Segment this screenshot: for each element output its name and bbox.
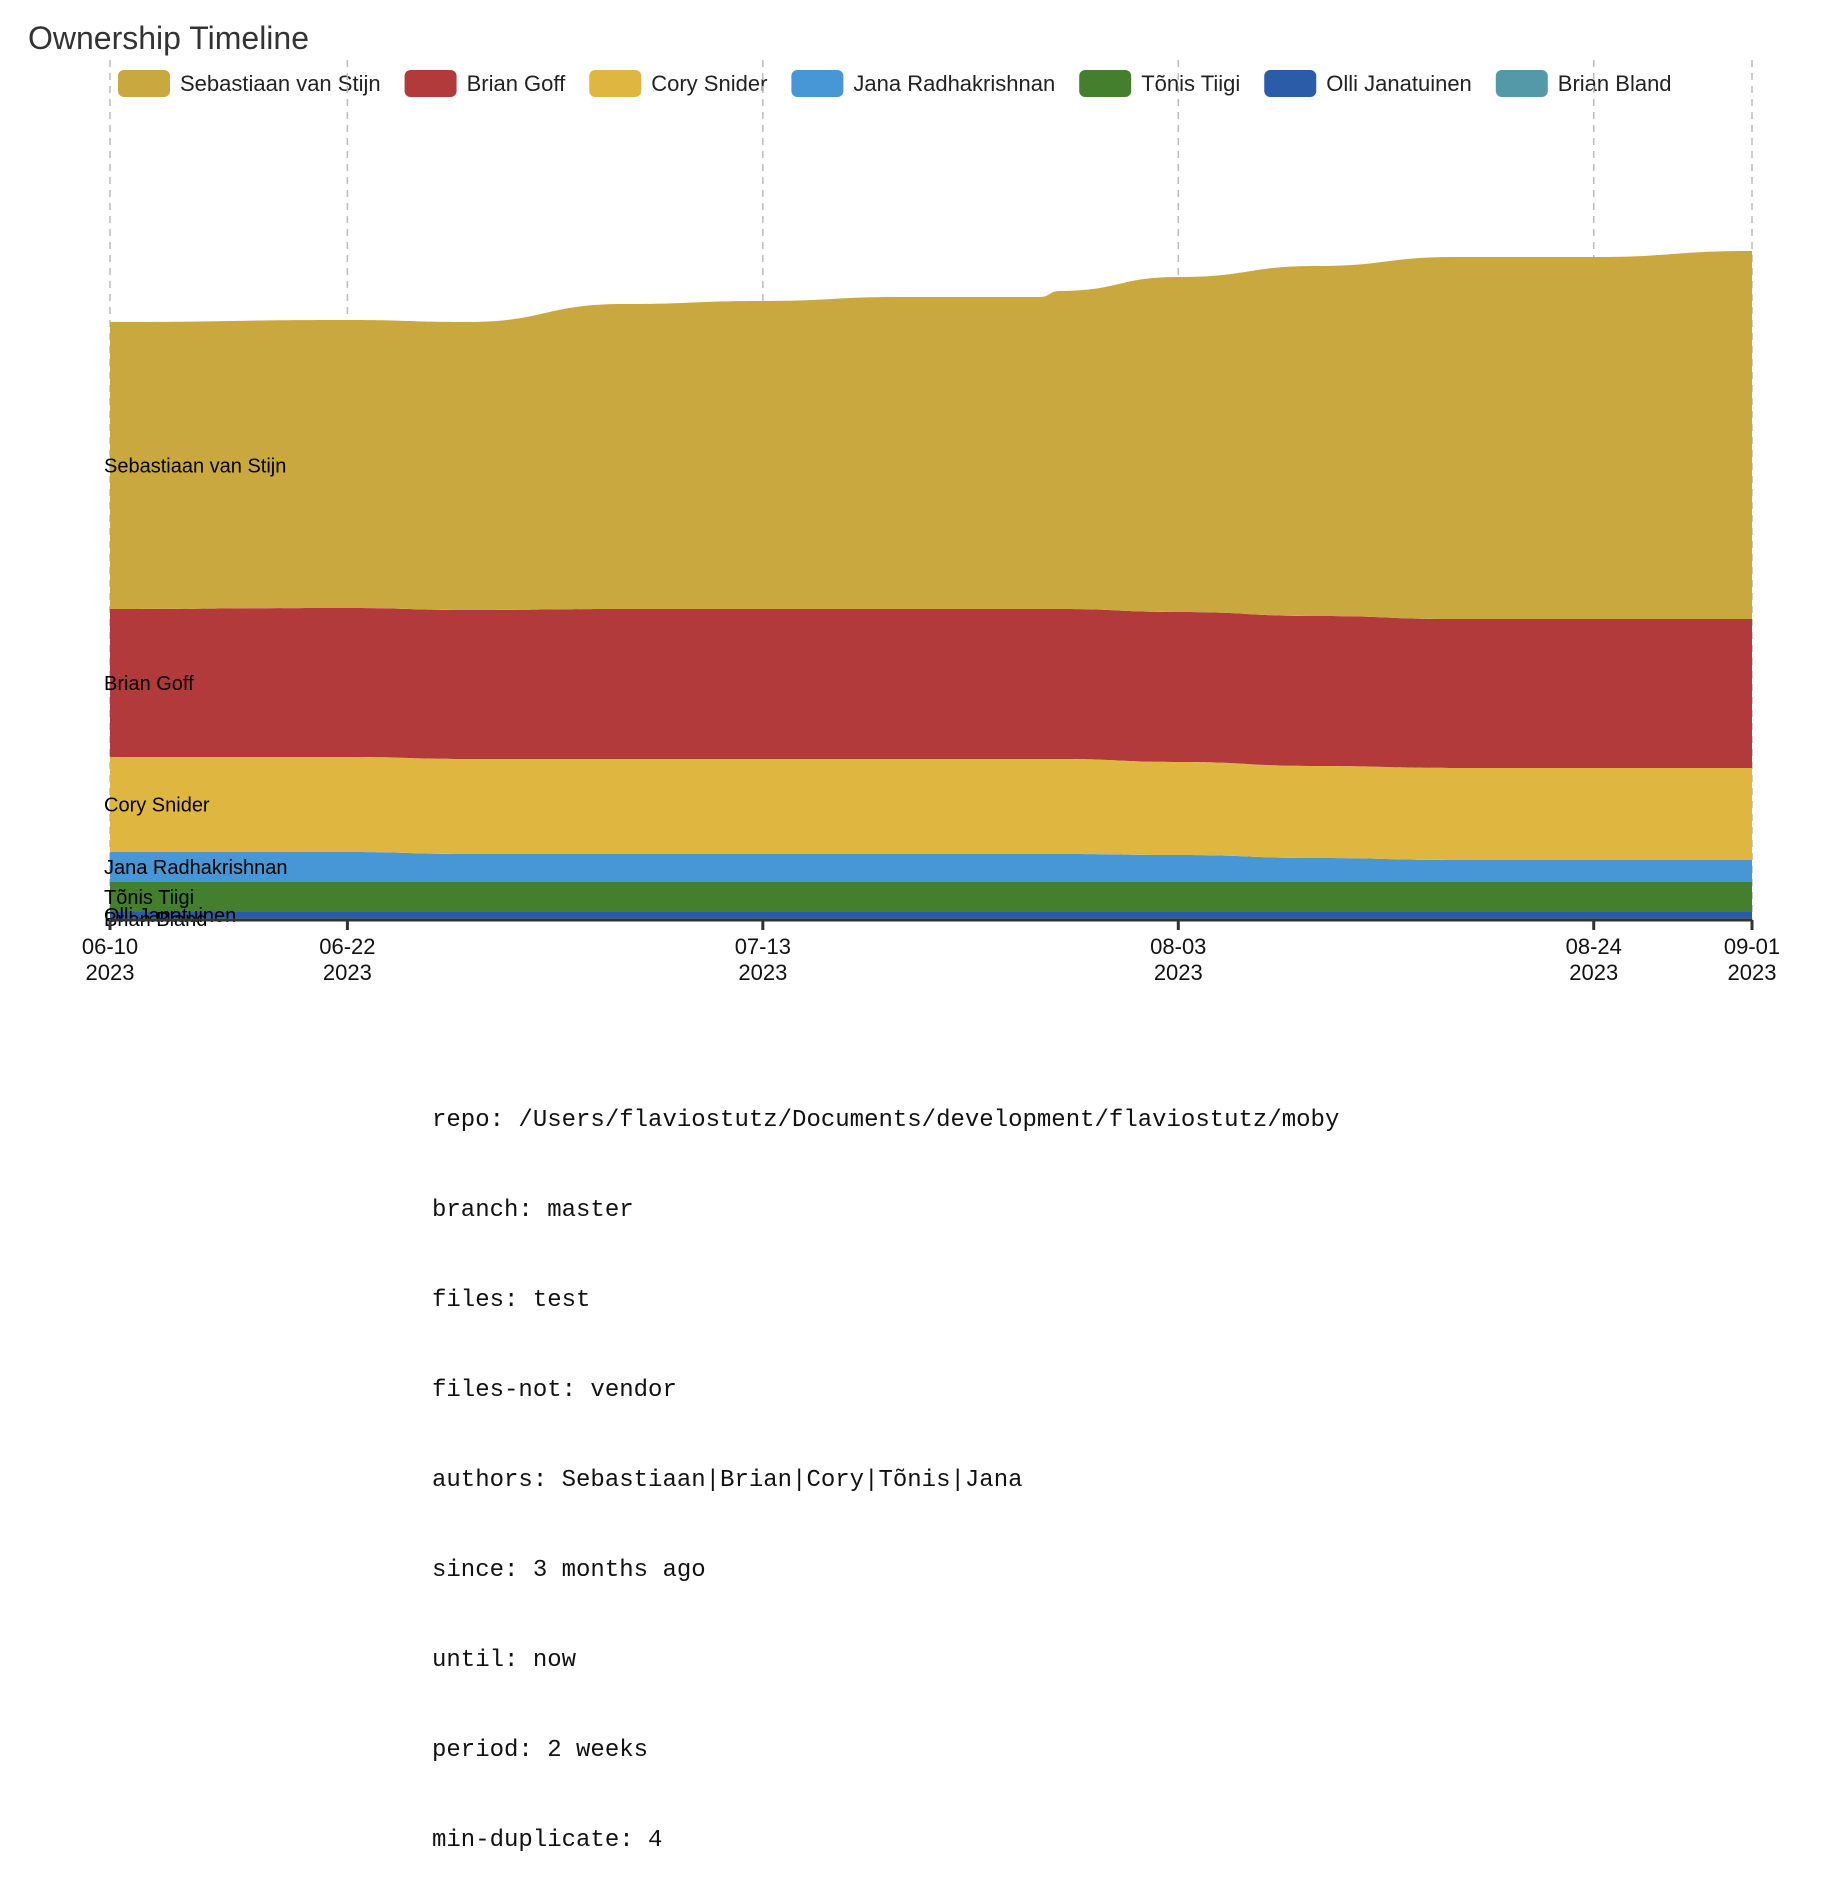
area-olli-janatuinen[interactable] <box>110 912 1752 918</box>
info-repo: repo: /Users/flaviostutz/Documents/devel… <box>432 1107 1340 1134</box>
legend-item-jana-radhakrishnan[interactable]: Jana Radhakrishnan <box>791 70 1055 97</box>
legend-item-cory-snider[interactable]: Cory Snider <box>589 70 767 97</box>
info-files: files: test <box>432 1287 591 1314</box>
info-period: period: 2 weeks <box>432 1737 649 1764</box>
x-tick-label-year: 2023 <box>1728 960 1777 985</box>
legend-item-brian-bland[interactable]: Brian Bland <box>1495 70 1672 97</box>
x-tick-label-date: 07-13 <box>735 934 791 959</box>
chart-title: Ownership Timeline <box>28 20 309 56</box>
legend-swatch <box>404 70 457 97</box>
legend-label: Olli Janatuinen <box>1326 71 1472 96</box>
area-label-cory-snider: Cory Snider <box>104 795 210 817</box>
area-sebastiaan-van-stijn[interactable] <box>110 251 1752 619</box>
x-tick-label-date: 09-01 <box>1724 934 1780 959</box>
area-tonis-tiigi[interactable] <box>110 882 1752 912</box>
legend-item-olli-janatuinen[interactable]: Olli Janatuinen <box>1264 70 1472 97</box>
x-tick-label-date: 08-03 <box>1150 934 1206 959</box>
x-tick-label-date: 06-10 <box>82 934 138 959</box>
area-brian-goff[interactable] <box>110 608 1752 768</box>
area-label-sebastiaan-van-stijn: Sebastiaan van Stijn <box>104 456 286 478</box>
x-tick-label-year: 2023 <box>86 960 135 985</box>
info-files-not: files-not: vendor <box>432 1377 677 1404</box>
area-label-brian-goff: Brian Goff <box>104 673 194 695</box>
chart-areas <box>110 251 1752 920</box>
legend-swatch <box>791 70 844 97</box>
legend-item-tonis-tiigi[interactable]: Tõnis Tiigi <box>1079 70 1240 97</box>
legend-label: Cory Snider <box>651 71 767 96</box>
x-tick-label-date: 08-24 <box>1566 934 1622 959</box>
legend-swatch <box>118 70 170 97</box>
area-cory-snider[interactable] <box>110 757 1752 860</box>
legend-swatch <box>1079 70 1132 97</box>
chart-legend: Sebastiaan van Stijn Brian Goff Cory Snide… <box>118 70 1672 97</box>
legend-label: Brian Goff <box>467 71 567 96</box>
x-tick-label-date: 06-22 <box>319 934 375 959</box>
legend-label: Sebastiaan van Stijn <box>180 71 381 96</box>
legend-swatch <box>589 70 642 97</box>
legend-swatch <box>1264 70 1317 97</box>
info-min-duplicate: min-duplicate: 4 <box>432 1827 663 1854</box>
area-label-jana-radhakrishnan: Jana Radhakrishnan <box>104 857 287 879</box>
legend-label: Tõnis Tiigi <box>1141 71 1240 96</box>
x-tick-label-year: 2023 <box>1154 960 1203 985</box>
legend-swatch <box>1495 70 1548 97</box>
legend-item-sebastiaan-van-stijn[interactable]: Sebastiaan van Stijn <box>118 70 381 97</box>
legend-item-brian-goff[interactable]: Brian Goff <box>404 70 567 97</box>
x-tick-label-year: 2023 <box>738 960 787 985</box>
info-since: since: 3 months ago <box>432 1557 706 1584</box>
info-until: until: now <box>432 1647 577 1674</box>
area-jana-radhakrishnan[interactable] <box>110 852 1752 882</box>
ownership-timeline-chart: Ownership Timeline Sebastiaan van Stijn B… <box>28 20 1780 985</box>
area-label-tonis-tiigi: Tõnis Tiigi <box>104 887 194 909</box>
legend-label: Brian Bland <box>1558 71 1672 96</box>
legend-label: Jana Radhakrishnan <box>853 71 1055 96</box>
info-authors: authors: Sebastiaan|Brian|Cory|Tõnis|Jan… <box>432 1467 1023 1494</box>
x-tick-label-year: 2023 <box>1569 960 1618 985</box>
info-block: repo: /Users/flaviostutz/Documents/devel… <box>432 1046 1339 1886</box>
info-branch: branch: master <box>432 1197 634 1224</box>
x-axis: 06-10202306-22202307-13202308-03202308-2… <box>82 918 1780 985</box>
x-tick-label-year: 2023 <box>323 960 372 985</box>
